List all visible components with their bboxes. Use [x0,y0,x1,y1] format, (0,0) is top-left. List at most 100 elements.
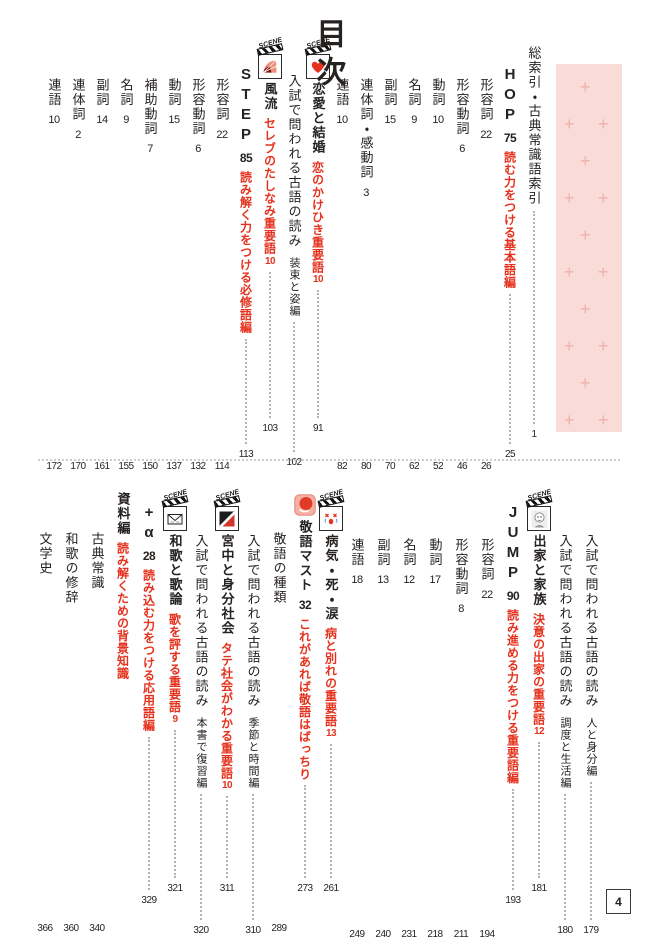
dotted-leader [485,146,487,457]
entry-title: 資料編 [115,492,131,536]
dotted-leader [221,146,223,457]
entry-count: 3 [363,186,369,199]
toc-entry-plain: 文学史 366 [34,492,56,934]
toc-section-bottom: 入試で問われる古語の読み 人と身分編 17 9 入試で問われる古語の読み 調度と生活編 18… [34,489,602,940]
plus-pattern-glyph: + [564,410,575,430]
dotted-leader [461,160,463,456]
entry-count: 6 [195,143,201,155]
entry-title: 動詞 [427,538,443,567]
entry-title: 連語 [46,78,62,107]
entry-title: 副詞 [382,78,398,107]
entry-title: 名詞 [406,78,422,107]
toc-entry-word: 副詞 15 70 [379,40,401,472]
toc-entry-plain: 和歌の修辞 360 [60,492,82,934]
dotted-leader [96,595,98,918]
entry-note: 人と身分編 [585,717,597,777]
entry-subtitle: 読む力をつける基本語編 [502,151,517,289]
toc-entry-reading: 入試で問われる古語の読み 人と身分編 179 [580,492,602,936]
entry-page-number: 329 [141,895,157,906]
entry-page-number: 155 [118,461,134,472]
entry-title: 敬語の種類 [271,532,287,605]
plus-pattern-glyph: + [564,188,575,208]
plus-pattern-glyph: + [580,373,591,393]
toc-entry-word: 動詞 15 137 [163,40,185,472]
level-name: JUMP [504,504,522,584]
entry-page-number: 137 [166,461,182,472]
entry-subtitle: セレブのたしなみ重要語 [262,117,277,255]
scene-clapperboard-icon: SCENE [525,489,553,531]
scene-clapperboard-icon: SCENE [304,37,332,79]
dotted-leader [125,131,127,456]
dotted-leader [486,606,488,925]
entry-note: 調度と生活編 [559,717,571,789]
entry-count: 12 [403,574,415,586]
palace-icon [215,506,239,531]
dotted-leader [77,146,79,457]
toc-entry-word: 連体詞・感動詞 3 80 [355,40,377,472]
toc-entry-scene: SCENE 宮中と身分社会 タテ社会がわかる重要語 10 311 [213,489,241,894]
toc-entry-plain: 古典常識 340 [86,492,108,934]
dotted-leader [365,204,367,457]
entry-title: 形容動詞 [190,78,206,136]
dotted-leader [304,785,306,878]
dotted-leader [356,591,358,924]
toc-entry-reading: 入試で問われる古語の読み 本書で復習編 320 [190,492,212,936]
dotted-leader [122,684,124,890]
entry-subtitle: 決意の出家の重要語 [531,612,546,726]
dotted-leader [413,131,415,456]
entry-number: 75 [503,131,517,145]
toc-entry-word: 形容詞 22 26 [475,40,497,472]
entry-title: 入試で問われる古語の読み [245,534,261,708]
entry-count: 9 [123,114,129,126]
dotted-leader [590,782,592,920]
folio-page-number: 4 [606,889,631,914]
entry-page-number: 132 [190,461,206,472]
entry-count: 22 [480,128,492,141]
toc-entry-word: 副詞 13 240 [372,492,394,940]
entry-title: 入試で問われる古語の読み [583,534,599,708]
entry-page-number: 26 [480,461,492,472]
toc-entry-scene: SCENE 病気・死・涙 病と別れの重要語 13 261 [317,489,345,894]
plus-pattern-glyph: + [580,151,591,171]
entry-page-number: 91 [312,423,324,434]
entry-count: 14 [96,114,108,126]
entry-subtitle-number: 10 [312,274,324,285]
entry-count: 15 [384,114,396,126]
entry-count: 9 [411,114,417,126]
toc-entry-word: 名詞 9 155 [115,40,137,472]
heart-icon [306,54,330,79]
scene-clapperboard-icon: SCENE [213,489,241,531]
toc-entry-word: 動詞 17 218 [424,492,446,940]
entry-page-number: 321 [167,883,183,894]
toc-entry-word: 連語 10 172 [43,40,65,472]
toc-entry-level: +α 28 読み込む力をつける応用語編 329 [138,492,160,906]
entry-title: 形容詞 [478,78,494,122]
dotted-leader [382,591,384,924]
entry-subtitle: 読み解く力をつける必修語編 [238,171,253,334]
entry-count: 13 [377,574,389,586]
entry-title: 病気・死・涙 [323,534,339,621]
toc-entry-reading: 入試で問われる古語の読み 季節と時間編 310 [242,492,264,936]
entry-note: 季節と時間編 [247,717,259,789]
entry-page-number: 289 [271,923,287,934]
scene-clapperboard-icon: SCENE [317,489,345,531]
level-name: HOP [501,66,519,126]
entry-title: 恋愛と結婚 [310,82,326,155]
entry-count: 7 [147,143,153,155]
dotted-leader [533,210,535,424]
plus-pattern-glyph: + [598,336,609,356]
entry-page-number: 52 [432,461,444,472]
entry-count: 17 [429,574,441,586]
pattern-band: + + + + + + + + + + + + + + + [556,64,622,432]
entry-note: 装束と姿編 [288,257,300,317]
dotted-leader [53,131,55,456]
scene-clapperboard-icon: SCENE [161,489,189,531]
seal-stamp-icon [294,494,316,516]
entry-title: 形容詞 [214,78,230,122]
entry-subtitle: これがあれば敬語はばっちり [297,617,312,781]
entry-number: 90 [506,589,520,603]
dotted-leader [226,796,228,878]
toc-entry-word: 形容詞 22 194 [476,492,498,940]
entry-subtitle: タテ社会がわかる重要語 [219,641,234,780]
